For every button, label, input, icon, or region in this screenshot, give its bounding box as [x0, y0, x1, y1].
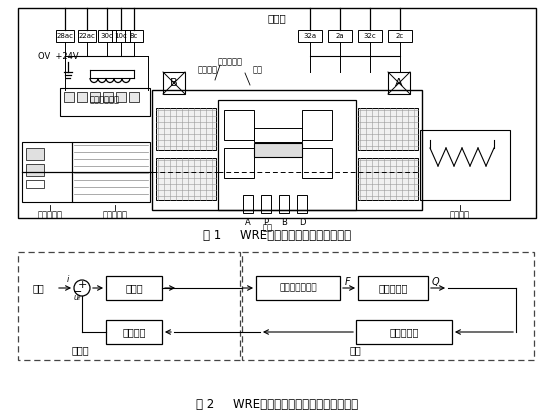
Bar — [18, 252, 240, 360]
Bar — [129, 92, 139, 102]
Bar — [302, 148, 332, 178]
Text: 位移传感器: 位移传感器 — [389, 327, 419, 337]
Text: 电磁阀线圈: 电磁阀线圈 — [218, 58, 243, 66]
Text: A: A — [395, 78, 403, 88]
Text: 22ac: 22ac — [79, 33, 95, 39]
Text: OV  +24V: OV +24V — [38, 52, 79, 61]
Bar — [112, 30, 130, 42]
Bar — [298, 30, 322, 42]
Bar — [279, 195, 289, 213]
Text: 回位弹簧: 回位弹簧 — [450, 211, 470, 220]
Text: 32c: 32c — [363, 33, 376, 39]
Text: 电一机械转换器: 电一机械转换器 — [279, 283, 317, 293]
Text: 2c: 2c — [396, 33, 404, 39]
Bar — [224, 148, 254, 178]
Text: 设定: 设定 — [33, 283, 45, 293]
Text: 图 1     WRE型液压电磁比例调节阀结构: 图 1 WRE型液压电磁比例调节阀结构 — [203, 229, 351, 241]
Bar — [22, 142, 72, 202]
Bar — [106, 320, 162, 344]
Bar — [98, 30, 116, 42]
Bar — [56, 30, 74, 42]
Bar — [328, 30, 352, 42]
Bar — [26, 180, 44, 188]
Bar — [72, 142, 150, 202]
Text: 阀体: 阀体 — [253, 66, 263, 75]
Bar — [77, 92, 87, 102]
Text: D: D — [299, 218, 305, 227]
Bar — [26, 164, 44, 176]
Bar — [358, 158, 418, 200]
Text: 阀心: 阀心 — [263, 223, 273, 232]
Text: 阀体: 阀体 — [349, 345, 361, 355]
Bar — [78, 30, 96, 42]
Bar — [106, 276, 162, 300]
Bar — [103, 92, 113, 102]
Text: 图 2     WRE型液压电磁比例调节阀控制原理: 图 2 WRE型液压电磁比例调节阀控制原理 — [196, 398, 358, 410]
Text: 比例调节阀: 比例调节阀 — [378, 283, 408, 293]
Text: B: B — [170, 78, 178, 88]
Text: f: f — [78, 297, 80, 302]
Text: 8c: 8c — [130, 33, 138, 39]
Bar — [388, 72, 410, 94]
Bar — [90, 92, 100, 102]
Text: A: A — [245, 218, 251, 227]
Text: 处理器: 处理器 — [125, 283, 143, 293]
Bar — [224, 110, 254, 140]
Bar — [358, 108, 418, 150]
Bar — [297, 195, 307, 213]
Bar — [152, 90, 422, 210]
Text: 10c: 10c — [115, 33, 127, 39]
Text: 信号转换: 信号转换 — [122, 327, 146, 337]
Bar — [302, 110, 332, 140]
Bar — [156, 108, 216, 150]
Text: F: F — [345, 277, 351, 287]
Text: P: P — [264, 218, 269, 227]
Text: 控制板: 控制板 — [71, 345, 89, 355]
Bar — [254, 143, 302, 157]
Text: 30c: 30c — [101, 33, 114, 39]
Bar — [420, 130, 510, 200]
Bar — [163, 72, 185, 94]
Bar — [388, 30, 412, 42]
Bar — [156, 158, 216, 200]
Text: 2a: 2a — [336, 33, 345, 39]
Bar — [242, 252, 534, 360]
Bar — [26, 148, 44, 160]
Bar — [243, 195, 253, 213]
Text: 控制板: 控制板 — [268, 13, 286, 23]
Bar — [254, 128, 302, 142]
Text: 传感器线圈: 传感器线圈 — [102, 211, 127, 220]
Text: u: u — [74, 293, 79, 302]
Text: 32a: 32a — [304, 33, 316, 39]
Bar — [358, 30, 382, 42]
Bar — [356, 320, 452, 344]
Text: 电磁阀体: 电磁阀体 — [198, 66, 218, 75]
Bar — [125, 30, 143, 42]
Text: 电磁阀接线柱: 电磁阀接线柱 — [90, 96, 120, 105]
Bar — [116, 92, 126, 102]
Text: −: − — [73, 287, 83, 297]
Bar — [261, 195, 271, 213]
Text: i: i — [67, 276, 69, 285]
Bar — [218, 100, 356, 210]
Bar — [358, 276, 428, 300]
Text: 28ac: 28ac — [57, 33, 74, 39]
Text: Q: Q — [431, 277, 439, 287]
Bar — [64, 92, 74, 102]
Text: 位移传感器: 位移传感器 — [38, 211, 63, 220]
Text: +: + — [78, 280, 86, 290]
Bar — [256, 276, 340, 300]
Bar — [60, 88, 150, 116]
Bar — [18, 8, 536, 218]
Text: B: B — [281, 218, 287, 227]
